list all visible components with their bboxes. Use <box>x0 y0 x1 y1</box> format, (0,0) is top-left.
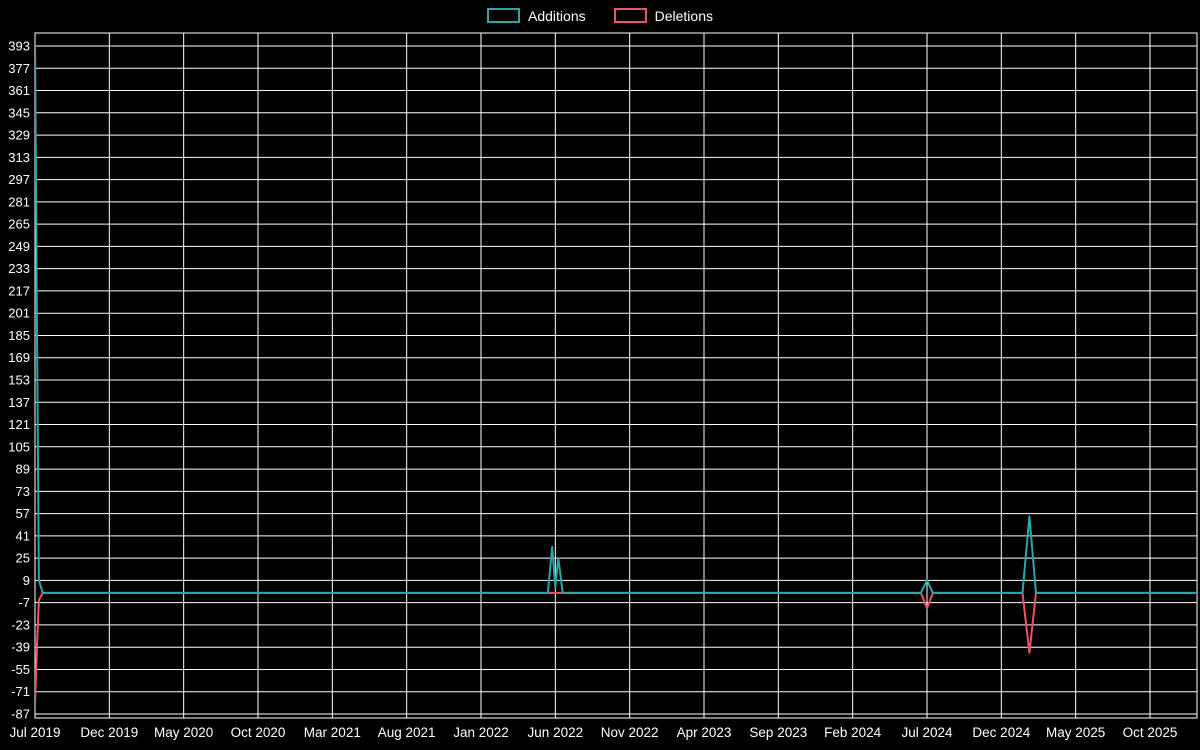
y-tick-label: 57 <box>16 506 30 521</box>
y-tick-label: 25 <box>16 551 30 566</box>
additions-line <box>35 33 1197 594</box>
y-tick-label: 9 <box>23 573 30 588</box>
y-tick-label: 105 <box>8 439 30 454</box>
y-tick-label: -23 <box>11 617 30 632</box>
y-tick-label: 89 <box>16 462 30 477</box>
y-tick-label: 313 <box>8 150 30 165</box>
series-lines <box>35 33 1197 706</box>
legend-item-deletions[interactable]: Deletions <box>613 7 713 24</box>
deletions-line <box>35 591 1197 706</box>
y-tick-label: 73 <box>16 484 30 499</box>
y-tick-label: 201 <box>8 306 30 321</box>
x-tick-label: Oct 2025 <box>1123 725 1178 740</box>
y-tick-label: -87 <box>11 707 30 722</box>
legend-item-additions[interactable]: Additions <box>487 8 586 23</box>
y-tick-label: 249 <box>8 239 30 254</box>
y-tick-label: 41 <box>16 528 30 543</box>
y-tick-label: 297 <box>8 172 30 187</box>
x-tick-label: Mar 2021 <box>304 725 361 740</box>
x-tick-label: May 2020 <box>154 725 213 740</box>
chart-legend: Additions Deletions <box>0 8 1200 23</box>
additions-legend-label: Additions <box>528 7 586 24</box>
x-axis-labels: Jul 2019 Dec 2019 May 2020 Oct 2020 Mar 2021… <box>9 725 1177 740</box>
y-tick-label: 361 <box>8 83 30 98</box>
x-tick-label: Jul 2019 <box>9 725 60 740</box>
y-tick-label: 121 <box>8 417 30 432</box>
y-tick-label: 233 <box>8 261 30 276</box>
y-tick-label: -39 <box>11 640 30 655</box>
y-tick-label: 281 <box>8 194 30 209</box>
plot-border <box>34 32 1198 719</box>
x-tick-label: May 2025 <box>1046 725 1105 740</box>
y-tick-label: -71 <box>11 684 30 699</box>
additions-swatch-icon <box>487 8 521 23</box>
y-tick-label: 393 <box>8 39 30 54</box>
x-tick-label: Jun 2022 <box>528 725 584 740</box>
y-tick-label: 265 <box>8 217 30 232</box>
x-tick-label: Jan 2022 <box>453 725 509 740</box>
y-tick-label: 185 <box>8 328 30 343</box>
x-tick-label: Apr 2023 <box>677 725 732 740</box>
deletions-swatch-icon <box>613 8 647 23</box>
y-tick-label: -7 <box>18 595 30 610</box>
x-tick-label: Feb 2024 <box>824 725 882 740</box>
x-tick-label: Nov 2022 <box>601 725 659 740</box>
y-tick-label: 217 <box>8 283 30 298</box>
y-axis-labels: 393 377 361 345 329 313 297 281 265 249 233 217 201 1… <box>8 39 30 722</box>
y-tick-label: 377 <box>8 61 30 76</box>
y-tick-label: 153 <box>8 373 30 388</box>
x-tick-label: Sep 2023 <box>749 725 807 740</box>
deletions-legend-label: Deletions <box>654 7 713 24</box>
y-tick-label: 137 <box>8 395 30 410</box>
y-tick-label: 345 <box>8 105 30 120</box>
x-tick-label: Aug 2021 <box>378 725 436 740</box>
y-tick-label: 169 <box>8 350 30 365</box>
y-tick-label: -55 <box>11 662 30 677</box>
x-tick-label: Dec 2019 <box>80 725 138 740</box>
x-tick-label: Oct 2020 <box>231 725 286 740</box>
y-tick-label: 329 <box>8 128 30 143</box>
x-tick-label: Jul 2024 <box>901 725 953 740</box>
x-tick-label: Dec 2024 <box>972 725 1030 740</box>
grid-lines <box>34 33 1197 718</box>
